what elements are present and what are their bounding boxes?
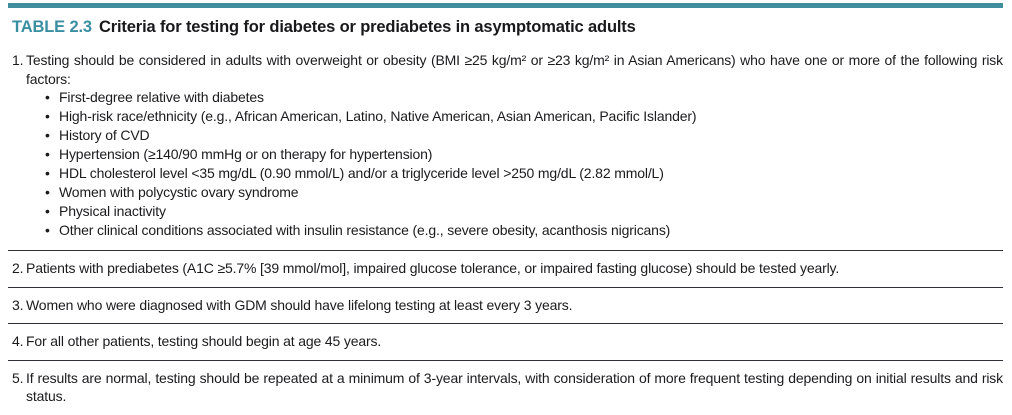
bullet-text: Hypertension (≥140/90 mmHg or on therapy… (59, 146, 433, 162)
row-number: 5. (12, 369, 24, 386)
bullet-text: History of CVD (59, 127, 150, 143)
row-text: Patients with prediabetes (A1C ≥5.7% [39… (26, 260, 840, 276)
table-header: TABLE 2.3 Criteria for testing for diabet… (12, 17, 1003, 37)
bullet-item: First-degree relative with diabetes (45, 88, 1003, 107)
table-label: TABLE 2.3 (12, 18, 92, 36)
row-text: For all other patients, testing should b… (26, 333, 382, 349)
row-number: 2. (12, 260, 24, 276)
row-number: 1. (12, 52, 24, 68)
bullet-text: First-degree relative with diabetes (59, 89, 264, 105)
bullet-list: First-degree relative with diabetes High… (26, 88, 1003, 240)
bullet-item: Physical inactivity (45, 202, 1003, 221)
row-body: Patients with prediabetes (A1C ≥5.7% [39… (26, 259, 1003, 278)
bullet-icon (45, 202, 59, 221)
bullet-icon (45, 107, 59, 126)
row-body: If results are normal, testing should be… (26, 369, 1003, 406)
bullet-item: Hypertension (≥140/90 mmHg or on therapy… (45, 145, 1003, 164)
bullet-icon (45, 88, 59, 107)
table-row: 3. Women who were diagnosed with GDM sho… (8, 288, 1003, 324)
bullet-icon (45, 221, 59, 240)
bullet-item: Women with polycystic ovary syndrome (45, 183, 1003, 202)
row-number: 4. (12, 333, 24, 349)
row-text: Women who were diagnosed with GDM should… (26, 296, 573, 313)
row-number: 3. (12, 296, 24, 313)
bullet-text: Physical inactivity (59, 203, 166, 219)
row-body: Women who were diagnosed with GDM should… (26, 296, 1003, 315)
bullet-icon (45, 183, 59, 202)
row-body: For all other patients, testing should b… (26, 332, 1003, 351)
bullet-icon (45, 126, 59, 145)
bullet-item: History of CVD (45, 126, 1003, 145)
bullet-text: HDL cholesterol level <35 mg/dL (0.90 mm… (59, 165, 664, 181)
table-title: Criteria for testing for diabetes or pre… (98, 18, 636, 36)
row-text: Testing should be considered in adults w… (26, 52, 1003, 87)
row-text: If results are normal, testing should be… (26, 369, 1003, 405)
bullet-icon (45, 164, 59, 183)
table-accent-bar (8, 3, 1003, 8)
table-row: 4. For all other patients, testing shoul… (8, 324, 1003, 361)
bullet-item: HDL cholesterol level <35 mg/dL (0.90 mm… (45, 164, 1003, 183)
bullet-item: High-risk race/ethnicity (e.g., African … (45, 107, 1003, 126)
bullet-text: Other clinical conditions associated wit… (59, 222, 671, 238)
bullet-item: Other clinical conditions associated wit… (45, 221, 1003, 240)
table-row: 2. Patients with prediabetes (A1C ≥5.7% … (8, 251, 1003, 288)
bullet-text: Women with polycystic ovary syndrome (59, 184, 299, 200)
bullet-text: High-risk race/ethnicity (e.g., African … (59, 108, 697, 124)
table-row: 5. If results are normal, testing should… (8, 361, 1003, 415)
bullet-icon (45, 145, 59, 164)
row-body: Testing should be considered in adults w… (26, 51, 1003, 240)
table-row: 1. Testing should be considered in adult… (8, 44, 1003, 251)
